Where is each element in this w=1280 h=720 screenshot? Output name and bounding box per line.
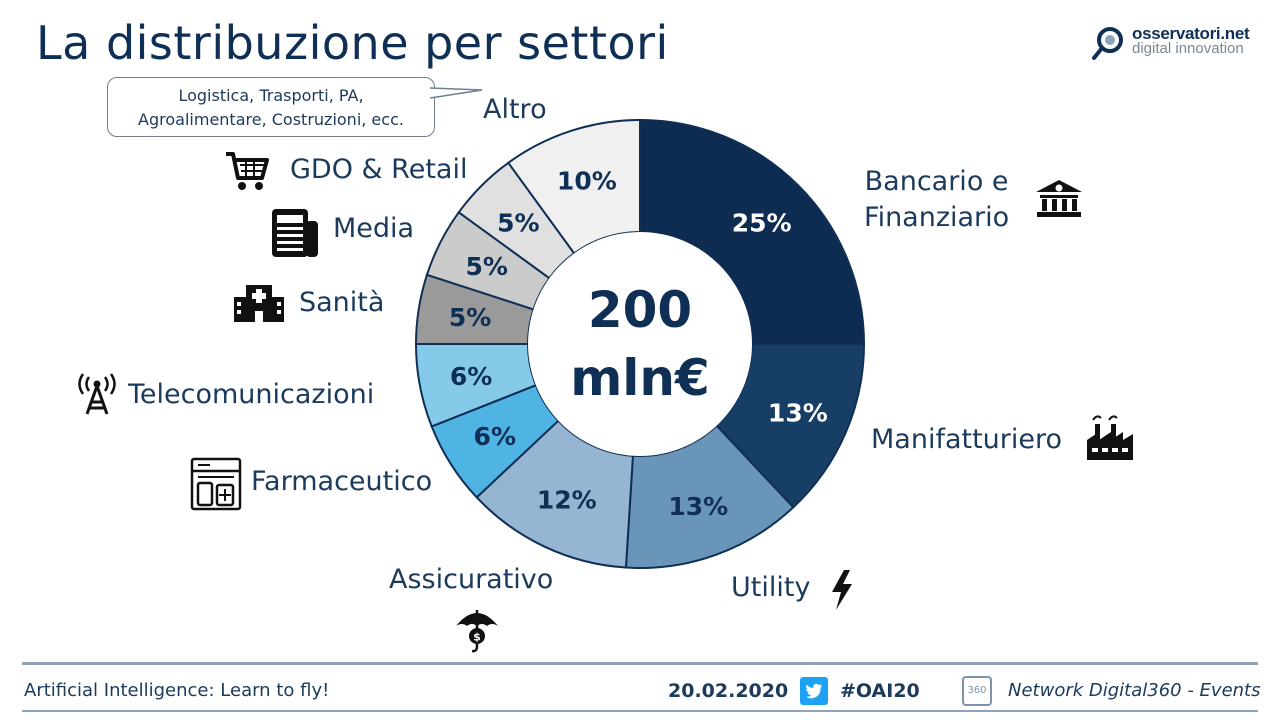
center-value: 200	[588, 281, 692, 339]
twitter-icon[interactable]	[800, 677, 828, 705]
hospital-icon	[234, 285, 284, 322]
slice-value-label: 5%	[466, 252, 508, 281]
label-manifatturiero: Manifatturiero	[871, 424, 1063, 455]
label-bancario-line-2: Finanziario	[864, 202, 1010, 233]
newspaper-icon	[272, 209, 318, 257]
slice-value-label: 6%	[474, 422, 516, 451]
label-utility: Utility	[731, 572, 811, 603]
center-unit: mln€	[570, 349, 710, 407]
footer-event-title: Artificial Intelligence: Learn to fly!	[24, 680, 330, 701]
logo-tagline: digital innovation	[1132, 40, 1244, 57]
slice-value-label: 10%	[557, 166, 617, 195]
antenna-icon	[78, 373, 116, 415]
label-gdo-retail: GDO & Retail	[290, 154, 468, 185]
slice-value-label: 5%	[497, 208, 539, 237]
slide-title: La distribuzione per settori	[36, 16, 669, 70]
label-bancario-line-1: Bancario e	[864, 166, 1009, 197]
slice-value-label: 12%	[537, 486, 597, 515]
callout-line-2: Agroalimentare, Costruzioni, ecc.	[138, 110, 404, 129]
label-telecomunicazioni: Telecomunicazioni	[128, 379, 375, 410]
footer-hashtag[interactable]: #OAI20	[840, 680, 920, 702]
insurance-umbrella-icon: $	[456, 610, 498, 653]
osservatori-logo[interactable]: osservatori.net digital innovation	[1092, 24, 1262, 60]
donut-hole	[528, 232, 752, 456]
slice-value-label: 13%	[768, 398, 828, 427]
svg-text:$: $	[473, 631, 481, 644]
footer-network: Network Digital360 - Events	[1008, 680, 1261, 701]
footer-divider-top	[22, 662, 1258, 665]
slice-value-label: 13%	[668, 492, 728, 521]
callout-line-1: Logistica, Trasporti, PA,	[178, 86, 364, 105]
shopping-cart-icon	[226, 152, 269, 190]
magnifier-logo-icon	[1092, 27, 1123, 60]
label-sanita: Sanità	[299, 287, 385, 318]
digital360-badge-icon: 360	[962, 676, 992, 706]
lightning-bolt-icon	[832, 570, 852, 610]
callout-tail	[430, 87, 483, 99]
label-media: Media	[333, 213, 415, 244]
label-altro: Altro	[483, 94, 547, 125]
bank-icon	[1036, 180, 1082, 217]
pharmacy-icon	[190, 457, 242, 511]
slice-value-label: 25%	[732, 208, 792, 237]
slice-value-label: 5%	[449, 303, 491, 332]
label-assicurativo: Assicurativo	[389, 564, 554, 595]
label-farmaceutico: Farmaceutico	[251, 466, 433, 497]
label-bancario: Bancario e Finanziario	[864, 164, 1009, 236]
factory-icon	[1087, 415, 1133, 460]
footer-date: 20.02.2020	[668, 680, 789, 702]
altro-callout: Logistica, Trasporti, PA, Agroalimentare…	[107, 77, 435, 137]
footer-divider-bottom	[22, 710, 1258, 712]
slice-value-label: 6%	[450, 362, 492, 391]
logo-name: osservatori.net	[1132, 24, 1250, 43]
